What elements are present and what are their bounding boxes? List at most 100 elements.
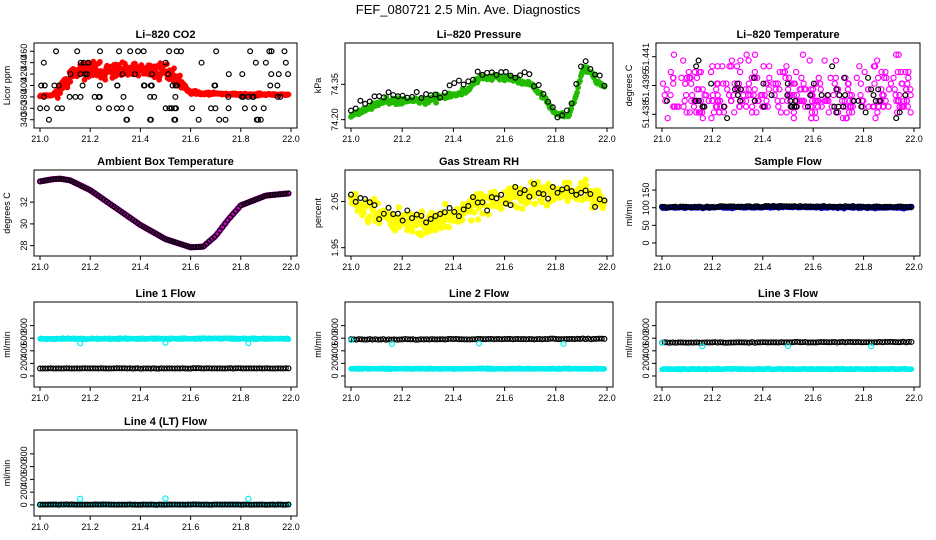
data-point (856, 63, 863, 70)
plot-area (36, 495, 292, 508)
data-point (697, 97, 705, 105)
y-axis-label: kPa (313, 78, 323, 94)
y-tick-label: 74.20 (330, 108, 340, 131)
data-point (285, 336, 292, 343)
data-point (742, 97, 750, 105)
data-point (736, 68, 744, 76)
data-point (53, 48, 60, 55)
x-tick-label: 21.0 (31, 522, 49, 532)
data-point (849, 103, 857, 110)
x-tick-label: 21.0 (653, 262, 671, 272)
x-tick-label: 21.2 (393, 393, 411, 403)
x-axis: 21.0 21.2 21.4 21.6 21.8 22.0 (31, 387, 300, 403)
data-point (693, 109, 700, 116)
data-point (241, 105, 248, 112)
data-point (858, 97, 866, 105)
x-tick-label: 21.4 (132, 134, 150, 144)
data-point (683, 109, 690, 116)
data-point (470, 76, 477, 83)
data-point (899, 103, 907, 110)
data-point (418, 232, 425, 239)
data-point (905, 74, 912, 82)
chart-title: Gas Stream RH (439, 156, 519, 168)
data-point (118, 105, 125, 112)
data-point (213, 48, 220, 55)
y-tick-label: 1.95 (330, 239, 340, 257)
series-black_points (37, 175, 292, 251)
data-point (566, 179, 573, 187)
data-point (134, 48, 141, 55)
data-point (875, 103, 883, 110)
y-tick-label: 0 (641, 240, 651, 245)
data-point (357, 97, 364, 104)
chart-title: Line 4 (LT) Flow (124, 416, 207, 428)
x-tick-label: 21.0 (653, 134, 671, 144)
y-axis-label: ml/min (313, 331, 323, 358)
x-tick-label: 22.0 (282, 393, 300, 403)
x-tick-label: 22.0 (598, 134, 616, 144)
data-point (724, 86, 731, 93)
x-tick-label: 21.4 (132, 262, 150, 272)
data-point (67, 78, 74, 85)
data-point (352, 105, 359, 112)
data-point (713, 80, 721, 87)
data-point (437, 94, 444, 101)
x-tick-label: 21.8 (855, 393, 873, 403)
data-point (519, 205, 526, 212)
data-point (513, 204, 521, 211)
data-point (745, 86, 752, 93)
x-tick-label: 21.6 (496, 262, 514, 272)
data-point (476, 340, 483, 347)
y-tick-label: 360 (19, 101, 29, 116)
data-point (43, 105, 50, 112)
x-axis: 21.0 21.2 21.4 21.6 21.8 22.0 (342, 128, 616, 144)
data-point (418, 94, 425, 101)
plot-area (347, 176, 608, 239)
data-point (747, 91, 754, 99)
data-point (488, 69, 495, 76)
data-point (245, 340, 252, 347)
x-tick-label: 21.0 (31, 134, 49, 144)
data-point (825, 109, 832, 116)
data-point (127, 48, 134, 55)
data-point (832, 74, 840, 82)
data-point (40, 93, 47, 100)
y-tick-label: 380 (19, 89, 29, 104)
data-point (844, 86, 852, 93)
x-tick-label: 21.2 (393, 134, 411, 144)
data-point (815, 74, 822, 82)
data-point (807, 103, 814, 110)
data-point (907, 109, 914, 116)
data-point (737, 57, 744, 64)
data-point (664, 114, 671, 122)
x-tick-label: 21.4 (445, 134, 463, 144)
data-point (857, 80, 865, 87)
data-point (72, 93, 79, 100)
chart-panel-ambient: Ambient Box Temperature degrees C 21.0 21.2… (2, 156, 300, 272)
data-point (857, 91, 864, 99)
chart-title: Ambient Box Temperature (97, 156, 234, 168)
data-point (799, 51, 807, 58)
x-tick-label: 21.8 (232, 393, 250, 403)
x-tick-label: 22.0 (598, 262, 616, 272)
data-point (693, 63, 700, 70)
data-point (507, 72, 514, 79)
y-axis-label: ml/min (2, 460, 12, 487)
x-tick-label: 21.8 (547, 393, 565, 403)
data-point (894, 68, 901, 76)
data-point (574, 89, 580, 96)
data-point (222, 116, 229, 123)
data-point (678, 74, 685, 82)
data-point (745, 80, 753, 87)
data-point (895, 51, 902, 58)
data-point (385, 204, 392, 211)
data-point (832, 57, 840, 64)
data-point (751, 86, 758, 93)
data-point (409, 228, 416, 235)
data-point (790, 114, 798, 122)
data-point (399, 92, 406, 99)
x-tick-label: 21.2 (704, 134, 722, 144)
data-point (563, 107, 570, 114)
data-point (468, 217, 475, 224)
data-point (830, 91, 837, 99)
